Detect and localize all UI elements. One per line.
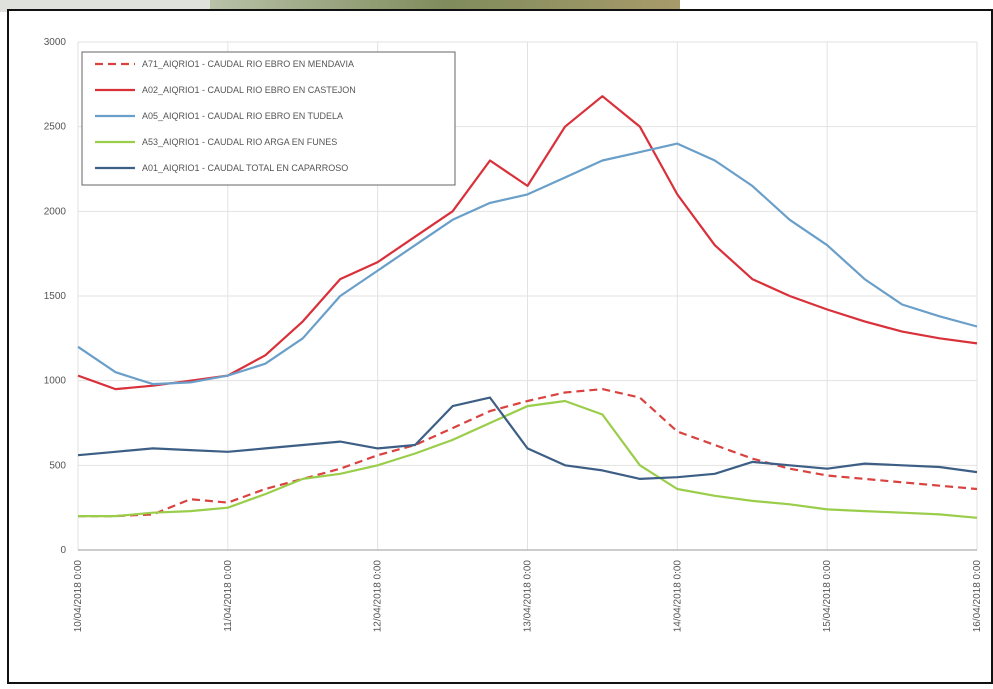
y-tick-label: 1500	[44, 291, 67, 302]
x-tick-label: 12/04/2018 0:00	[373, 560, 384, 633]
x-tick-label: 15/04/2018 0:00	[822, 560, 833, 633]
y-tick-label: 3000	[44, 37, 67, 48]
series-line	[78, 388, 978, 518]
y-tick-label: 1000	[44, 376, 67, 387]
x-tick-label: 14/04/2018 0:00	[672, 560, 683, 633]
legend-label: A53_AIQRIO1 - CAUDAL RIO ARGA EN FUNES	[142, 137, 337, 147]
series-line	[77, 142, 978, 386]
y-tick-label: 2500	[44, 122, 67, 133]
series-line	[77, 396, 978, 480]
legend-label: A05_AIQRIO1 - CAUDAL RIO EBRO EN TUDELA	[142, 111, 343, 121]
legend-label: A71_AIQRIO1 - CAUDAL RIO EBRO EN MENDAVI…	[142, 59, 354, 69]
x-tick-label: 10/04/2018 0:00	[73, 560, 84, 633]
x-tick-label: 16/04/2018 0:00	[972, 560, 983, 633]
y-tick-label: 2000	[44, 206, 67, 217]
legend-label: A02_AIQRIO1 - CAUDAL RIO EBRO EN CASTEJO…	[142, 85, 356, 95]
series-line	[78, 399, 978, 519]
y-tick-label: 0	[60, 545, 66, 556]
y-tick-label: 500	[49, 460, 66, 471]
legend-label: A01_AIQRIO1 - CAUDAL TOTAL EN CAPARROSO	[142, 163, 348, 173]
x-tick-label: 13/04/2018 0:00	[523, 560, 534, 633]
legend-box	[81, 51, 456, 186]
x-tick-label: 11/04/2018 0:00	[223, 560, 234, 632]
